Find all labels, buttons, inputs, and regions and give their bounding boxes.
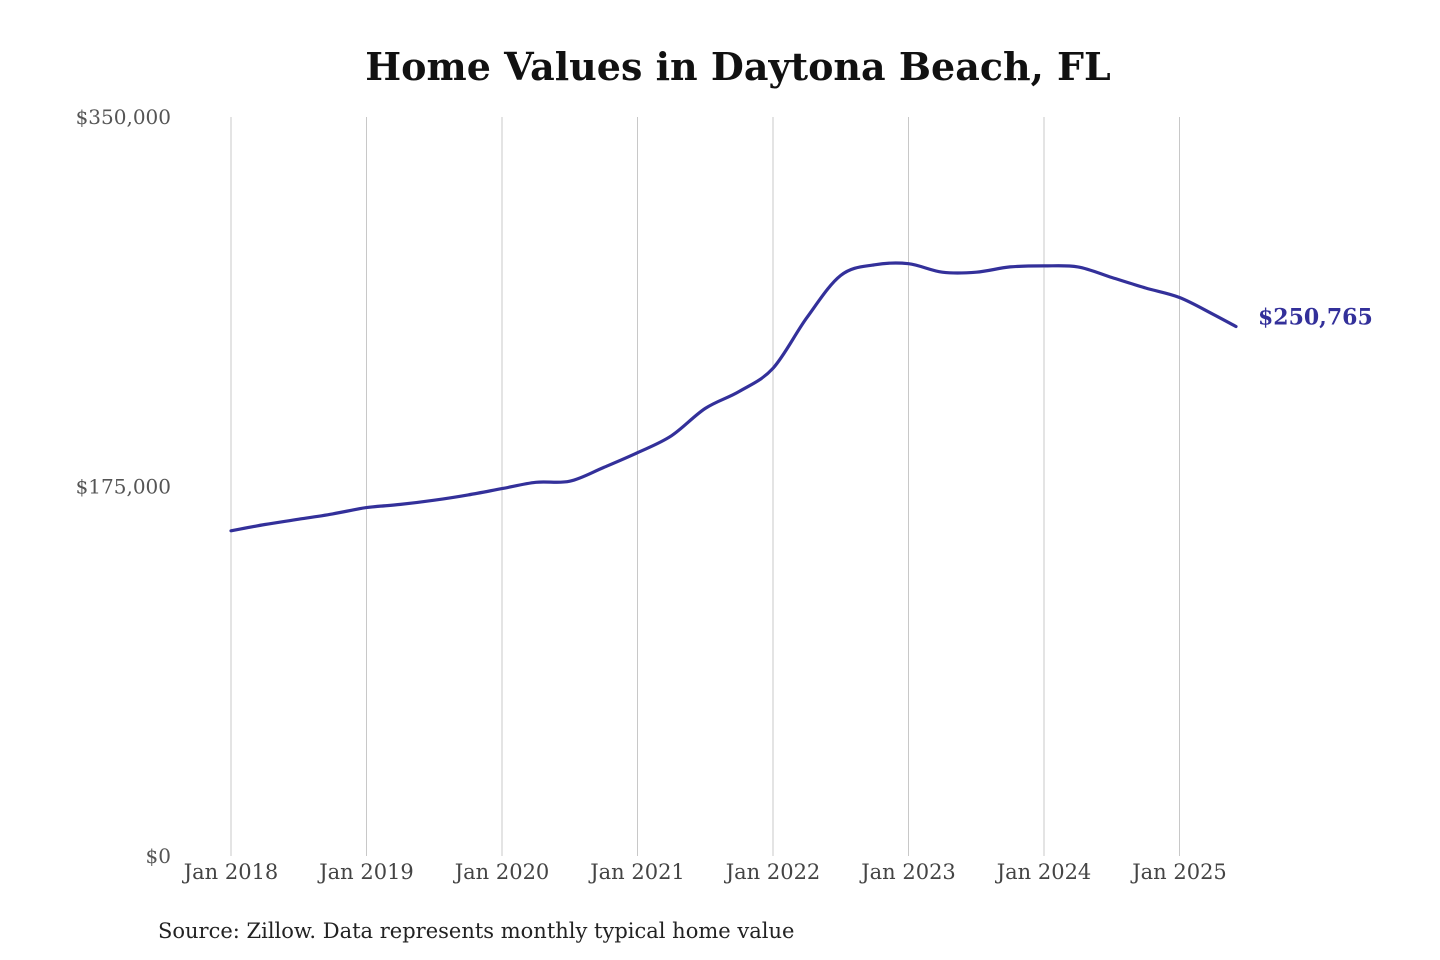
y-axis: $350,000 $175,000 $0 (76, 105, 171, 868)
x-tick-label: Jan 2023 (859, 860, 956, 884)
source-note: Source: Zillow. Data represents monthly … (158, 919, 794, 943)
y-tick-label: $350,000 (76, 105, 171, 129)
y-tick-label: $175,000 (76, 475, 171, 499)
x-tick-label: Jan 2025 (1130, 860, 1227, 884)
end-value-label: $250,765 (1258, 305, 1373, 331)
x-tick-label: Jan 2024 (995, 860, 1092, 884)
x-tick-label: Jan 2018 (182, 860, 279, 884)
x-tick-label: Jan 2022 (724, 860, 821, 884)
x-tick-label: Jan 2020 (453, 860, 550, 884)
x-tick-label: Jan 2019 (317, 860, 414, 884)
chart-title: Home Values in Daytona Beach, FL (365, 44, 1111, 89)
gridlines (230, 117, 1180, 856)
y-tick-label: $0 (146, 844, 171, 868)
x-axis: Jan 2018 Jan 2019 Jan 2020 Jan 2021 Jan 2022… (182, 860, 1227, 884)
x-tick-label: Jan 2021 (588, 860, 685, 884)
series-line (229, 261, 1238, 533)
series-layer: $250,765 (229, 261, 1373, 533)
